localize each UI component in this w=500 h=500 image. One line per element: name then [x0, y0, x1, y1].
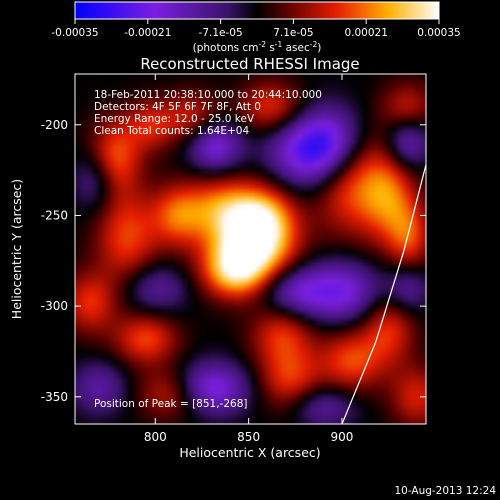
info-line: Detectors: 4F 5F 6F 7F 8F, Att 0 [94, 101, 261, 113]
colorbar-gradient [74, 1, 440, 20]
x-axis-label: Heliocentric X (arcsec) [179, 445, 320, 460]
plot-frame [74, 73, 427, 425]
colorbar: -0.00035 -0.00021 -7.1e-05 7.1e-05 0.00021 0.… [51, 1, 461, 54]
x-tick-label: 800 [144, 430, 167, 444]
info-line: Energy Range: 12.0 - 25.0 keV [94, 113, 255, 125]
y-axis: -200 -250 -300 -350 [41, 118, 426, 404]
colorbar-ticks: -0.00035 -0.00021 -7.1e-05 7.1e-05 0.00021 0.… [51, 19, 461, 39]
colorbar-units: (photons cm-2 s-1 asec-2) [193, 40, 322, 54]
y-tick-label: -200 [41, 118, 68, 132]
footer-timestamp: 10-Aug-2013 12:24 [394, 485, 496, 497]
solar-limb-line [341, 164, 426, 424]
x-tick-label: 900 [331, 430, 354, 444]
y-axis-label: Heliocentric Y (arcsec) [9, 179, 24, 319]
info-line: Clean Total counts: 1.64E+04 [94, 125, 249, 137]
x-axis: 800 850 900 [144, 74, 354, 444]
heatmap-image [75, 74, 426, 424]
colorbar-tick-label: -0.00021 [124, 27, 171, 39]
colorbar-tick-label: -7.1e-05 [199, 27, 243, 39]
x-tick-label: 850 [237, 430, 260, 444]
y-tick-label: -350 [41, 390, 68, 404]
observation-info: 18-Feb-2011 20:38:10.000 to 20:44:10.000… [94, 89, 322, 137]
y-tick-label: -250 [41, 208, 68, 222]
colorbar-tick-label: 0.00021 [344, 27, 387, 39]
y-tick-label: -300 [41, 299, 68, 313]
colorbar-tick-label: -0.00035 [51, 27, 98, 39]
peak-position-label: Position of Peak = [851,-268] [94, 398, 248, 410]
colorbar-tick-label: 7.1e-05 [273, 27, 313, 39]
chart-title: Reconstructed RHESSI Image [140, 55, 359, 73]
info-line: 18-Feb-2011 20:38:10.000 to 20:44:10.000 [94, 89, 322, 101]
colorbar-tick-label: 0.00035 [417, 27, 460, 39]
